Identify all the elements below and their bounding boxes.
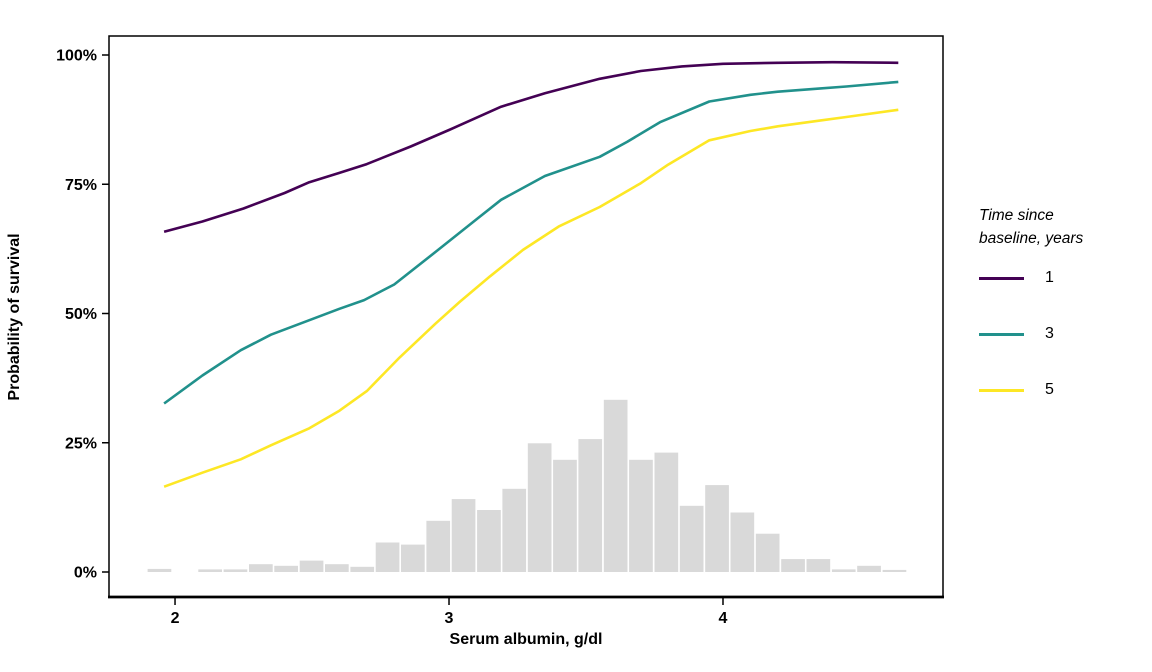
- survival-line-3: [163, 80, 899, 405]
- x-tick-label: 4: [719, 610, 728, 627]
- histogram-bar: [223, 569, 248, 572]
- legend-line-swatch: [979, 332, 1024, 336]
- histogram-bar: [755, 533, 780, 572]
- histogram-bar: [857, 565, 881, 572]
- histogram-bar: [477, 510, 501, 572]
- x-axis-title: Serum albumin, g/dl: [449, 631, 603, 648]
- legend: Time since baseline, years 1 3 5: [979, 204, 1149, 432]
- histogram-bar: [629, 459, 653, 572]
- survival-line-5: [163, 108, 899, 488]
- histogram-bar: [806, 559, 831, 572]
- y-tick-label: 75%: [65, 177, 97, 194]
- histogram-bar: [375, 542, 400, 572]
- histogram-bar: [705, 485, 729, 572]
- legend-title-line2: baseline, years: [979, 230, 1084, 247]
- y-axis-title: Probability of survival: [6, 233, 23, 401]
- histogram-bar: [553, 459, 577, 572]
- histogram-bar: [578, 439, 603, 572]
- legend-line-swatch: [979, 388, 1024, 392]
- survival-line-1: [163, 60, 899, 234]
- histogram-bar: [299, 560, 324, 572]
- legend-entries: 1 3 5: [979, 264, 1149, 404]
- legend-line-swatch: [979, 276, 1024, 280]
- histogram-bar: [147, 568, 172, 572]
- x-tick-label: 3: [445, 610, 454, 627]
- histogram-bar: [654, 452, 679, 572]
- y-tick-label: 50%: [65, 306, 97, 323]
- histogram-bar: [603, 399, 628, 572]
- histogram-bar: [274, 565, 298, 572]
- histogram-bar: [730, 512, 755, 572]
- y-tick-label: 25%: [65, 435, 97, 452]
- legend-title-line1: Time since: [979, 207, 1054, 224]
- histogram-bar: [350, 566, 375, 572]
- histogram-bar: [401, 544, 425, 572]
- histogram-bar: [527, 443, 552, 572]
- legend-entry-3: 3: [979, 320, 1149, 348]
- histogram-bar: [831, 569, 856, 572]
- histogram-bar: [426, 520, 451, 572]
- legend-title: Time since baseline, years: [979, 204, 1149, 250]
- legend-entry-1: 1: [979, 264, 1149, 292]
- histogram-bar: [882, 569, 907, 572]
- legend-entry-5: 5: [979, 376, 1149, 404]
- histogram-bar: [198, 569, 222, 572]
- histogram-bar: [781, 559, 805, 572]
- legend-entry-label: 5: [1045, 381, 1054, 398]
- histogram-bar: [451, 499, 476, 572]
- x-tick-label: 2: [171, 610, 180, 627]
- histogram-bar: [325, 564, 349, 572]
- legend-entry-label: 3: [1045, 325, 1054, 342]
- histogram-bar: [249, 564, 273, 572]
- histogram-bar: [679, 505, 704, 572]
- histogram-bar: [502, 488, 527, 572]
- y-tick-label: 0%: [74, 565, 97, 582]
- legend-entry-label: 1: [1045, 269, 1054, 286]
- y-tick-label: 100%: [56, 48, 97, 65]
